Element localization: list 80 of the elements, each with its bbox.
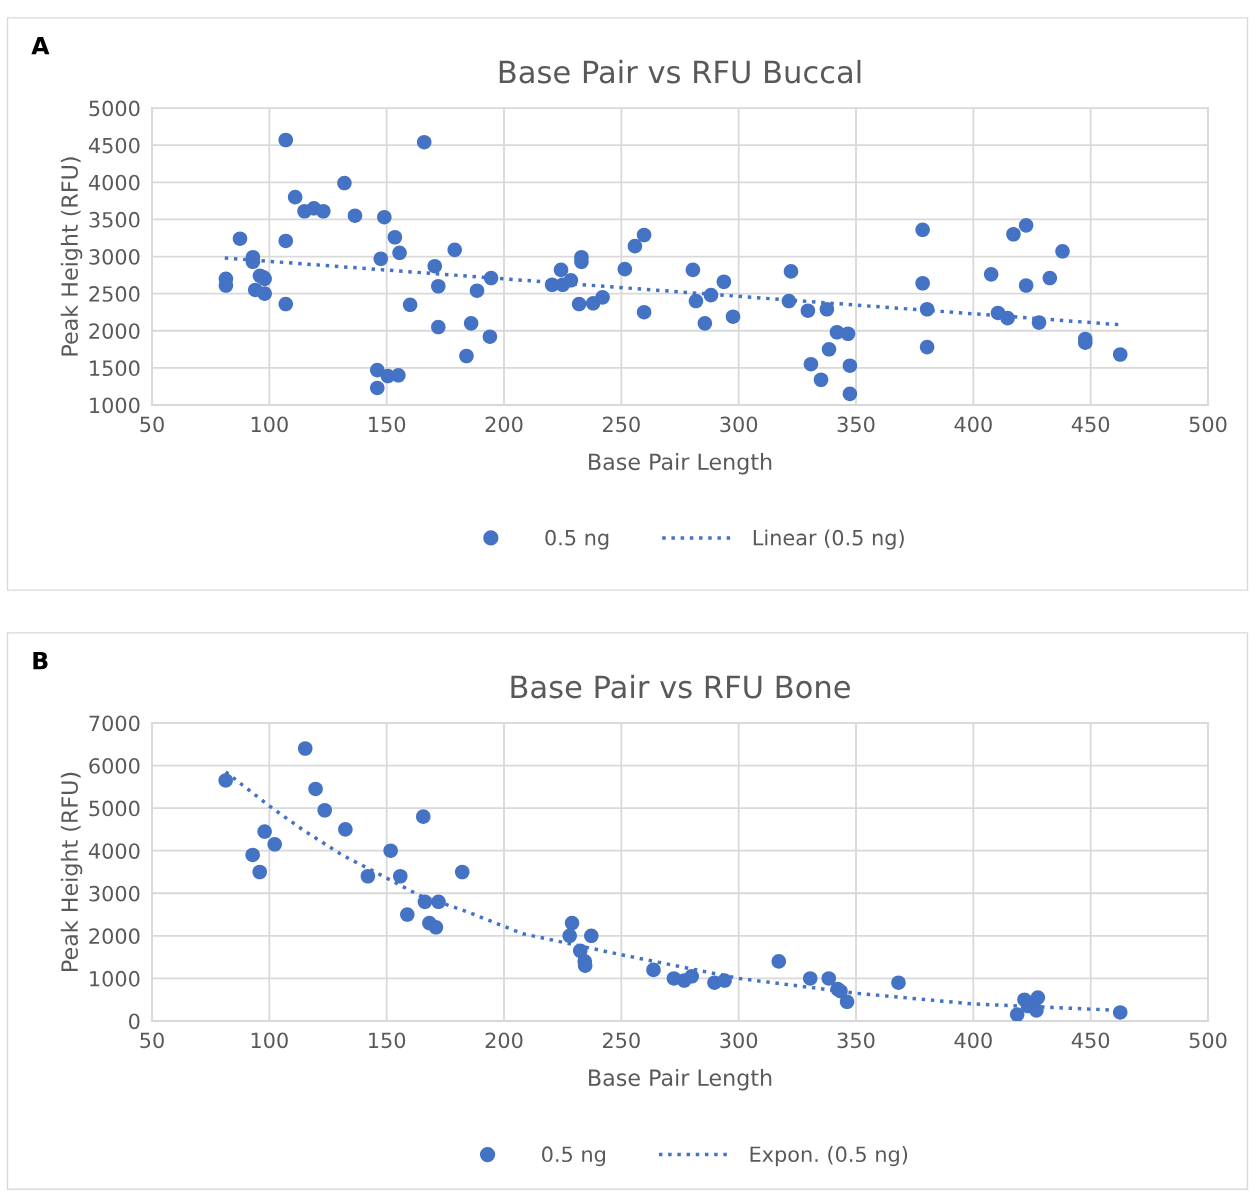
- point: [564, 915, 580, 931]
- y-axis-title: Peak Height (RFU): [60, 157, 83, 356]
- point: [338, 822, 353, 837]
- text: A: [31, 37, 50, 55]
- x-tick-label: 450: [1071, 416, 1110, 433]
- y-tick-label: 6000: [89, 757, 140, 774]
- point: [308, 781, 323, 797]
- point: [360, 868, 376, 884]
- y-tick-label: 2500: [89, 286, 140, 302]
- point: [454, 864, 470, 880]
- y-tick-label: 5000: [89, 100, 140, 117]
- x-tick-label: 500: [1189, 416, 1227, 433]
- y-axis-title: Peak Height (RFU): [60, 772, 83, 971]
- x-tick-label: 200: [485, 1032, 523, 1049]
- y-tick-label: 4500: [88, 137, 140, 154]
- point: [252, 864, 267, 880]
- x-tick-label: 350: [837, 1032, 875, 1049]
- y-tick-label: 1000: [90, 970, 140, 987]
- x-axis-title: Base Pair Length: [589, 452, 772, 475]
- point: [400, 907, 415, 922]
- point: [383, 843, 398, 858]
- point: [684, 969, 700, 984]
- point: [1112, 1005, 1128, 1020]
- point: [562, 928, 577, 944]
- x-tick-label: 100: [251, 1032, 288, 1049]
- legend-label: Expon. (0.5 ng): [750, 1146, 908, 1167]
- y-tick-label: 5000: [89, 800, 140, 817]
- point: [267, 837, 283, 852]
- x-tick-label: 200: [485, 416, 523, 433]
- point: [392, 868, 408, 884]
- x-tick-label: 300: [720, 416, 758, 433]
- y-tick-label: 2000: [89, 928, 140, 945]
- y-tick-label: 2000: [89, 323, 140, 339]
- point: [771, 954, 787, 969]
- point: [317, 802, 332, 818]
- point: [415, 809, 431, 824]
- y-tick-label: 4000: [88, 174, 140, 191]
- y-tick-label: 3000: [89, 248, 140, 265]
- y-tick-label: 3000: [89, 885, 140, 902]
- legend-label: Linear (0.5 ng): [753, 529, 904, 550]
- point: [1009, 1007, 1025, 1021]
- x-tick-label: 50: [140, 416, 164, 433]
- y-tick-label: 3500: [89, 211, 140, 228]
- point: [802, 971, 818, 986]
- x-tick-label: 450: [1071, 1032, 1110, 1049]
- x-tick-label: 50: [140, 1032, 164, 1049]
- x-tick-label: 350: [837, 416, 875, 433]
- chart-title: Base Pair vs RFU Bone: [511, 674, 850, 699]
- point: [646, 962, 661, 978]
- point: [428, 920, 444, 935]
- point: [297, 741, 313, 756]
- point: [584, 928, 599, 944]
- point: [891, 975, 906, 990]
- legend-label: 0.5 ng: [545, 529, 609, 550]
- y-tick-label: 1000: [90, 397, 140, 414]
- point: [218, 773, 233, 788]
- x-axis-title: Base Pair Length: [589, 1068, 772, 1091]
- point: [245, 847, 260, 863]
- point: [431, 894, 446, 910]
- point: [839, 994, 855, 1010]
- x-tick-label: 150: [369, 1032, 406, 1049]
- point: [821, 971, 837, 986]
- x-tick-label: 500: [1189, 1032, 1227, 1049]
- text: B: [33, 651, 48, 670]
- x-tick-label: 100: [251, 416, 288, 433]
- x-tick-label: 400: [954, 416, 992, 433]
- legend-label: 0.5 ng: [542, 1146, 605, 1167]
- y-tick-label: 7000: [89, 715, 140, 732]
- x-tick-label: 250: [602, 416, 640, 433]
- point: [1030, 990, 1046, 1005]
- x-tick-label: 250: [602, 1032, 640, 1049]
- x-tick-label: 300: [720, 1032, 758, 1049]
- y-tick-label: 4000: [88, 843, 140, 859]
- point: [257, 824, 272, 839]
- x-tick-label: 150: [369, 416, 406, 433]
- y-tick-label: 1500: [90, 360, 140, 377]
- x-tick-label: 400: [954, 1032, 992, 1049]
- point: [717, 973, 732, 988]
- y-tick-label: 0: [129, 1013, 140, 1030]
- chart-title: Base Pair vs RFU Buccal: [499, 59, 861, 84]
